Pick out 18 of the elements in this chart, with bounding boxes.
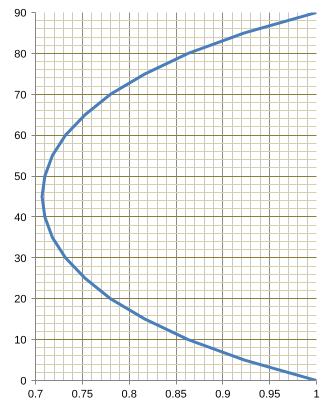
y-tick-label: 30	[14, 252, 27, 265]
y-tick-label: 40	[14, 212, 27, 224]
y-tick-label: 50	[14, 171, 27, 184]
x-tick-label: 0.9	[215, 388, 230, 400]
y-tick-label: 10	[14, 334, 27, 347]
x-tick-label: 0.75	[72, 388, 94, 400]
y-tick-label: 90	[14, 8, 27, 20]
x-tick-label: 0.8	[122, 388, 137, 400]
y-tick-label: 20	[14, 294, 27, 306]
x-tick-label: 1	[313, 388, 320, 400]
x-tick-label: 0.7	[28, 388, 44, 400]
y-tick-label: 60	[14, 130, 27, 142]
x-tick-label: 0.95	[258, 388, 280, 400]
line-series	[40, 12, 316, 380]
y-tick-label: 70	[14, 89, 27, 102]
y-tick-label: 0	[20, 376, 27, 388]
y-tick-label: 80	[14, 48, 27, 60]
x-tick-label: 0.85	[165, 388, 187, 400]
